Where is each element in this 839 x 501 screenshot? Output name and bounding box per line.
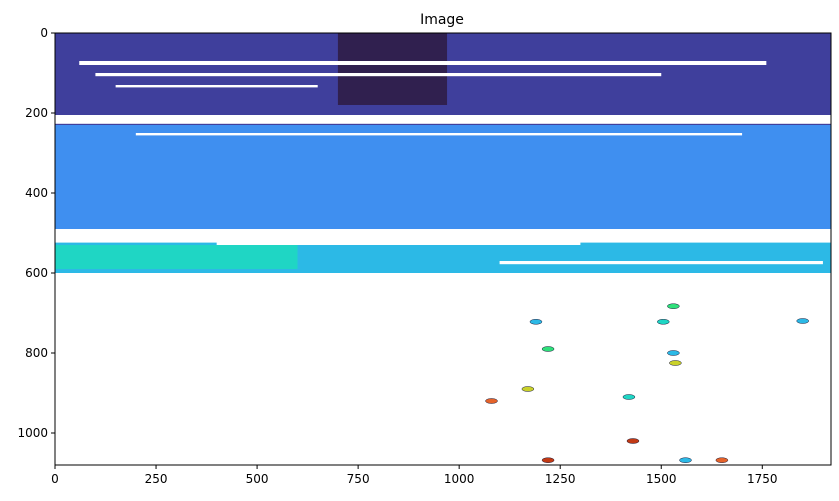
image-blob xyxy=(657,319,670,325)
gap-streak xyxy=(95,73,662,77)
y-axis: 0 200 400 600 800 1000 xyxy=(17,26,55,440)
image-blob xyxy=(715,457,729,463)
region-teal-patch xyxy=(55,245,298,269)
image-blob xyxy=(485,398,498,404)
y-tick-label: 400 xyxy=(25,186,48,200)
gap-streak xyxy=(216,241,581,245)
y-tick-label: 1000 xyxy=(17,426,48,440)
gap-streak xyxy=(115,85,318,88)
gap-streak xyxy=(499,261,823,265)
image-blob xyxy=(796,318,809,324)
x-tick-label: 1000 xyxy=(444,472,475,486)
gap-streak xyxy=(135,133,743,136)
x-tick-label: 1750 xyxy=(747,472,778,486)
image-blob xyxy=(521,386,535,392)
image-blob xyxy=(622,394,636,400)
gap-streak xyxy=(55,115,831,124)
image-blob xyxy=(529,319,543,325)
region-middle-band xyxy=(55,125,831,229)
plot-frame xyxy=(54,32,832,466)
x-tick-label: 0 xyxy=(51,472,59,486)
image-blob xyxy=(541,457,555,463)
gap-streak xyxy=(79,61,767,65)
image-blob xyxy=(541,346,555,352)
x-tick-label: 750 xyxy=(347,472,370,486)
chart-title: Image xyxy=(420,12,464,28)
image-area xyxy=(55,33,831,463)
image-blob xyxy=(667,350,680,356)
x-tick-label: 250 xyxy=(145,472,168,486)
y-tick-label: 600 xyxy=(25,266,48,280)
x-tick-label: 1500 xyxy=(646,472,677,486)
x-axis: 0 250 500 750 1000 1250 1500 1750 xyxy=(51,465,778,486)
y-tick-label: 0 xyxy=(40,26,48,40)
gap-streak xyxy=(55,229,831,243)
y-tick-label: 800 xyxy=(25,346,48,360)
image-blob xyxy=(679,457,692,463)
y-tick-label: 200 xyxy=(25,106,48,120)
region-dark-sky-patch xyxy=(337,33,448,105)
x-tick-label: 500 xyxy=(246,472,269,486)
image-blob xyxy=(667,303,680,309)
x-tick-label: 1250 xyxy=(545,472,576,486)
image-blob xyxy=(669,360,682,366)
image-blob xyxy=(626,438,640,444)
